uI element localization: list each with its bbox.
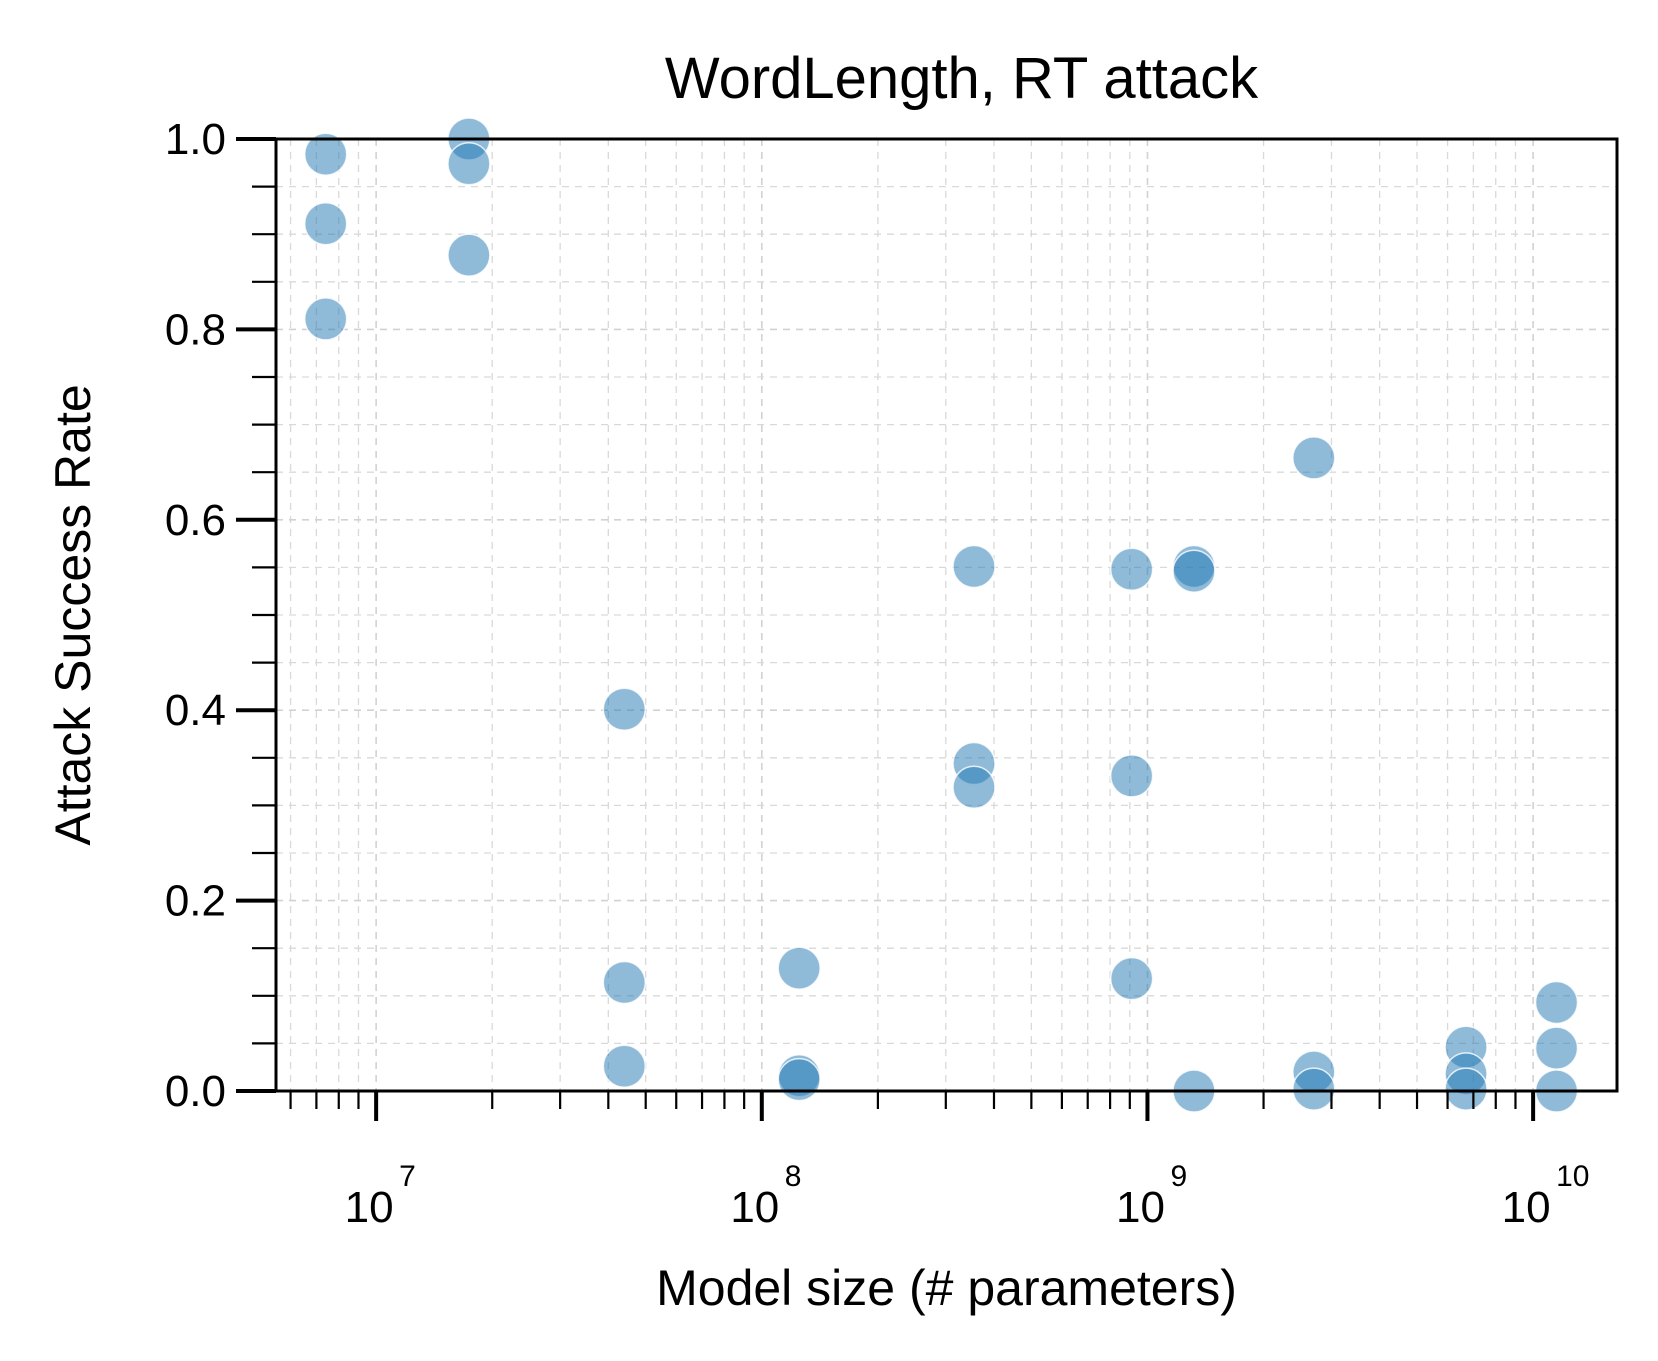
y-tick-label: 0.6 [165, 496, 226, 545]
data-point [602, 960, 647, 1005]
x-tick-exponent: 7 [399, 1160, 416, 1193]
data-point [777, 1057, 821, 1102]
data-point [1534, 1026, 1579, 1070]
data-point [777, 946, 821, 990]
x-tick-label: 10 [1116, 1183, 1165, 1232]
data-point [1292, 436, 1336, 480]
y-axis-title: Attack Success Rate [45, 384, 101, 845]
x-axis-title: Model size (# parameters) [656, 1260, 1237, 1316]
x-tick-exponent: 10 [1556, 1160, 1589, 1193]
data-point [1292, 1067, 1336, 1111]
data-point [1172, 549, 1216, 593]
data-points [303, 117, 1579, 1113]
y-tick-label: 0.2 [165, 877, 226, 926]
data-point [1109, 547, 1154, 592]
data-point [602, 1044, 647, 1088]
data-point [1534, 980, 1579, 1025]
y-tick-label: 1.0 [165, 115, 226, 164]
data-point [447, 142, 491, 186]
grid [276, 139, 1617, 1091]
x-tick-label: 10 [345, 1183, 394, 1232]
data-point [952, 765, 996, 810]
y-tick-label: 0.4 [165, 686, 226, 735]
data-point [602, 687, 647, 731]
data-point [303, 132, 348, 176]
y-tick-label: 0.8 [165, 305, 226, 354]
data-point [303, 201, 348, 246]
data-point [447, 233, 491, 277]
x-tick-exponent: 9 [1170, 1160, 1187, 1193]
data-point [1109, 754, 1154, 798]
x-tick-exponent: 8 [785, 1160, 802, 1193]
x-tick-label: 10 [730, 1183, 779, 1232]
axis-ticks [236, 137, 1536, 1121]
chart-title: WordLength, RT attack [665, 46, 1259, 111]
x-tick-label: 10 [1502, 1183, 1551, 1232]
y-tick-label: 0.0 [165, 1067, 226, 1116]
data-point [303, 297, 348, 341]
data-point [1109, 956, 1154, 1001]
data-point [1444, 1067, 1488, 1111]
data-point [952, 544, 996, 589]
